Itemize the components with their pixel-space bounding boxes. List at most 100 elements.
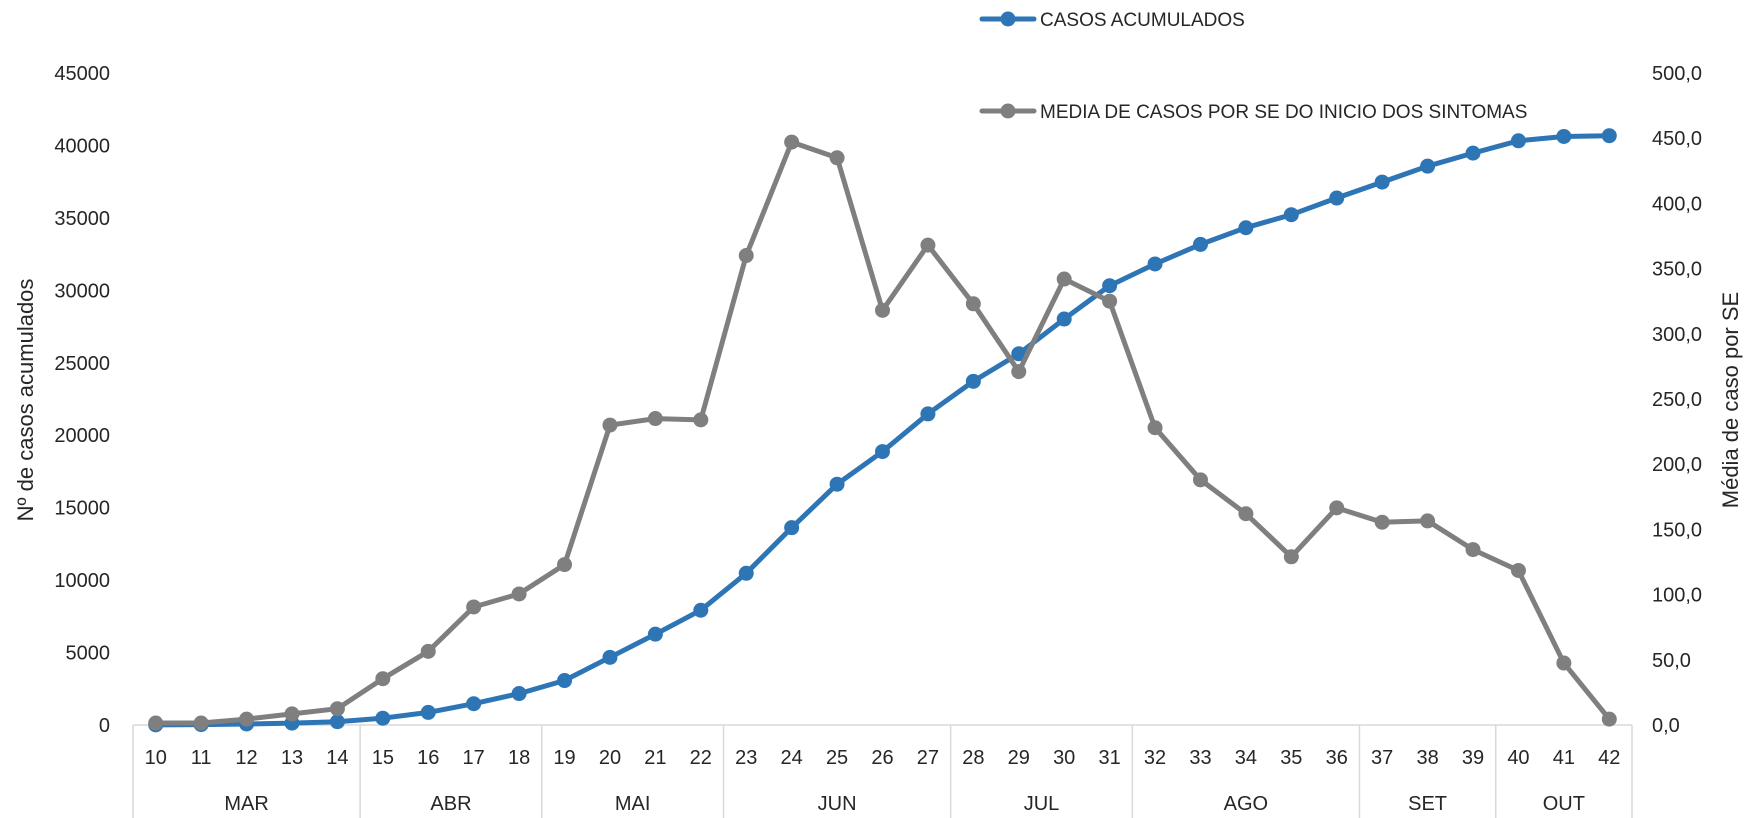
- series-2-point: [829, 150, 845, 166]
- series-1-point: [920, 406, 936, 422]
- series-2-point: [375, 671, 391, 687]
- series-2-point: [647, 411, 663, 427]
- y-axis-title-left: Nº de casos acumulados: [13, 279, 38, 522]
- x-tick-label: 20: [599, 747, 621, 769]
- series-1-point: [1011, 346, 1027, 362]
- series-2-point: [148, 715, 164, 731]
- series-2-point: [1283, 549, 1299, 565]
- y-tick-label-right: 200,0: [1652, 454, 1702, 476]
- month-label: SET: [1408, 793, 1447, 815]
- series-1-point: [965, 373, 981, 389]
- series-2-point: [557, 557, 573, 573]
- series-2-point: [193, 715, 209, 731]
- x-tick-label: 31: [1098, 747, 1120, 769]
- series-1-point: [738, 565, 754, 581]
- series-2-point: [875, 302, 890, 318]
- series-1-point: [1102, 278, 1118, 294]
- series-1-point: [1056, 311, 1072, 327]
- series-1-point: [647, 626, 663, 642]
- x-tick-label: 34: [1235, 747, 1257, 769]
- series-1-point: [1556, 128, 1572, 144]
- series-line-1: [153, 133, 1612, 728]
- y-tick-label-right: 250,0: [1652, 389, 1702, 411]
- series-1-point: [1192, 236, 1208, 252]
- series-1-point: [466, 696, 482, 712]
- y-tick-label-right: 450,0: [1652, 128, 1702, 150]
- x-tick-label: 29: [1008, 747, 1030, 769]
- x-tick-label: 38: [1416, 747, 1438, 769]
- series-2-point: [1056, 271, 1072, 287]
- y-tick-label-left: 15000: [54, 498, 110, 520]
- y-tick-label-right: 50,0: [1652, 650, 1691, 672]
- series-2-point: [329, 701, 345, 717]
- series-2-point: [738, 248, 754, 264]
- x-tick-label: 26: [871, 747, 893, 769]
- y-tick-label-right: 150,0: [1652, 519, 1702, 541]
- x-tick-label: 32: [1144, 747, 1166, 769]
- series-1-point: [784, 520, 800, 536]
- y-tick-label-left: 5000: [66, 643, 111, 665]
- y-tick-label-left: 25000: [54, 353, 110, 375]
- y-tick-label-left: 35000: [54, 208, 110, 230]
- series-line-2: [153, 139, 1612, 726]
- series-2-point: [693, 412, 709, 428]
- series-1-point: [557, 673, 573, 689]
- series-1-point: [875, 444, 890, 460]
- month-label: AGO: [1224, 793, 1268, 815]
- y-tick-label-right: 300,0: [1652, 324, 1702, 346]
- series-2-point: [1192, 472, 1208, 488]
- series-2-point: [1102, 293, 1118, 309]
- x-tick-label: 33: [1189, 747, 1211, 769]
- x-tick-label: 11: [191, 747, 212, 769]
- legend: CASOS ACUMULADOS MEDIA DE CASOS POR SE DO…: [979, 10, 1527, 123]
- x-tick-label: 35: [1280, 747, 1302, 769]
- x-tick-label: 10: [145, 747, 167, 769]
- y-axis-title-right: Média de caso por SE: [1718, 292, 1743, 508]
- series-1-point: [693, 602, 709, 618]
- legend-marker-1: [1000, 11, 1016, 27]
- month-label: OUT: [1543, 793, 1585, 815]
- series-1-point: [1374, 174, 1390, 190]
- x-tick-label: 14: [326, 747, 348, 769]
- x-tick-label: 15: [372, 747, 394, 769]
- y-tick-label-right: 400,0: [1652, 193, 1702, 215]
- series-1-point: [602, 649, 618, 665]
- month-label: ABR: [430, 793, 471, 815]
- series-2-point: [466, 599, 482, 615]
- x-tick-label: 12: [235, 747, 257, 769]
- month-label: MAR: [224, 793, 268, 815]
- series-2-point: [1147, 420, 1163, 436]
- x-tick-label: 27: [917, 747, 939, 769]
- legend-label-2: MEDIA DE CASOS POR SE DO INICIO DOS SINT…: [1040, 102, 1527, 123]
- series-1-point: [1147, 256, 1163, 272]
- x-tick-label: 19: [553, 747, 575, 769]
- series-2-point: [511, 586, 527, 602]
- y-tick-label-right: 0,0: [1652, 715, 1680, 737]
- month-label: JUL: [1024, 793, 1060, 815]
- x-tick-label: 28: [962, 747, 984, 769]
- series-2-point: [1329, 500, 1345, 516]
- x-tick-label: 21: [644, 747, 666, 769]
- x-tick-label: 37: [1371, 747, 1393, 769]
- x-tick-label: 25: [826, 747, 848, 769]
- series-2-point: [420, 643, 436, 659]
- series-1-point: [1465, 145, 1481, 161]
- x-tick-label: 30: [1053, 747, 1075, 769]
- month-label: MAI: [615, 793, 651, 815]
- x-tick-label: 22: [690, 747, 712, 769]
- y-tick-label-right: 350,0: [1652, 259, 1702, 281]
- legend-marker-2: [1000, 103, 1016, 119]
- series-1-point: [511, 686, 527, 702]
- x-tick-label: 39: [1462, 747, 1484, 769]
- x-tick-label: 23: [735, 747, 757, 769]
- x-tick-label: 42: [1598, 747, 1620, 769]
- series-2-point: [1510, 562, 1526, 578]
- series-2-point: [602, 417, 618, 433]
- x-tick-label: 24: [781, 747, 803, 769]
- series-1-point: [420, 704, 436, 720]
- x-tick-label: 40: [1507, 747, 1529, 769]
- series-2-point: [920, 237, 936, 253]
- series-2-point: [1374, 514, 1390, 530]
- x-tick-label: 41: [1553, 747, 1575, 769]
